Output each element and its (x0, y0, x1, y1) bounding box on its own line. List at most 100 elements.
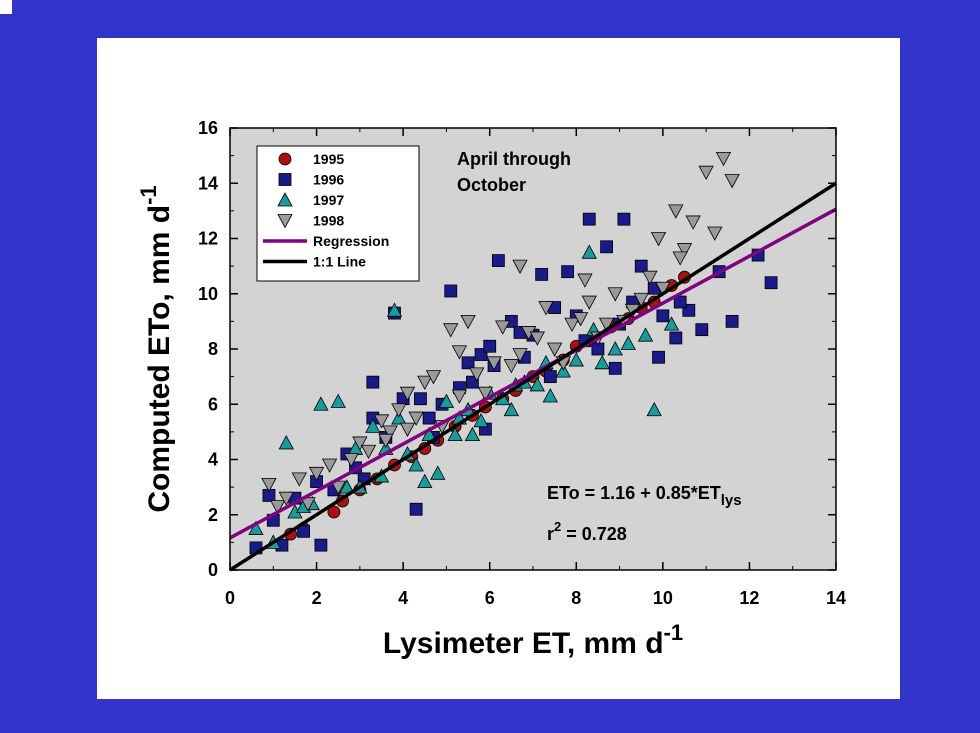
point-1998 (512, 348, 528, 363)
annotation: April through October (457, 149, 571, 195)
legend-label: Regression (313, 233, 389, 249)
legend-marker (278, 173, 292, 186)
point-1997 (330, 393, 346, 408)
point-1998 (633, 292, 649, 308)
point-1996 (314, 538, 328, 552)
point-1997 (430, 465, 446, 480)
point-1996 (656, 309, 670, 323)
point-1997 (386, 302, 403, 317)
point-1996 (695, 323, 709, 337)
annotation-line-2: October (457, 175, 526, 195)
point-1996 (422, 411, 436, 425)
y-tick-label: 10 (198, 284, 218, 304)
point-1998 (642, 270, 658, 286)
legend: 1995 1996 1997 1998 Regression 1:1 Line (256, 145, 420, 282)
axes: 0 2 4 6 8 10 12 14 0 2 4 6 8 10 12 14 16 (198, 118, 846, 608)
point-1997 (646, 401, 662, 417)
point-1996 (483, 339, 497, 353)
point-1998 (378, 433, 394, 449)
point-1998 (291, 472, 307, 487)
point-1996 (561, 265, 575, 279)
x-tick-label: 6 (485, 588, 495, 608)
point-1995 (327, 505, 341, 519)
point-1997 (278, 435, 294, 450)
point-1998 (360, 444, 377, 460)
point-1996 (617, 212, 631, 226)
point-1998 (352, 436, 368, 451)
point-1996 (652, 350, 665, 364)
point-1997 (313, 396, 329, 411)
point-1997 (620, 335, 636, 350)
point-1998 (425, 370, 442, 385)
point-1998 (399, 386, 416, 402)
regression-equation: ETo = 1.16 + 0.85*ETlys (547, 483, 742, 509)
point-1997 (339, 479, 355, 494)
point-1998 (607, 287, 623, 302)
point-1998 (707, 226, 723, 241)
point-1996 (366, 375, 380, 389)
point-1996 (600, 240, 613, 254)
point-1998 (269, 500, 286, 515)
point-1997 (503, 401, 520, 417)
point-1997 (447, 426, 463, 442)
point-1996 (409, 502, 423, 516)
point-1998 (321, 458, 338, 473)
legend-label: 1997 (313, 192, 344, 208)
point-1997 (637, 327, 654, 342)
point-1997 (464, 426, 481, 442)
fit-lines (229, 181, 837, 572)
point-1998 (278, 491, 294, 507)
point-1997 (438, 393, 455, 408)
regression-line (229, 207, 837, 540)
x-tick-label: 4 (398, 588, 408, 608)
point-1996 (414, 392, 427, 406)
point-1998 (451, 389, 468, 404)
point-1998 (672, 251, 688, 266)
point-1998 (503, 359, 520, 374)
point-1998 (451, 345, 468, 360)
point-1998 (538, 301, 554, 316)
point-1998 (512, 259, 528, 274)
legend-label: 1:1 Line (313, 254, 366, 270)
legend-marker (278, 152, 292, 166)
point-1997 (581, 244, 597, 259)
point-1996 (669, 331, 683, 345)
y-tick-label: 4 (208, 450, 218, 470)
point-1998 (382, 425, 398, 440)
point-1996 (608, 361, 622, 375)
point-1997 (594, 354, 610, 370)
point-1998 (343, 453, 359, 468)
x-tick-label: 14 (826, 588, 846, 608)
point-1998 (469, 367, 485, 382)
point-1998 (495, 320, 511, 335)
x-tick-label: 12 (739, 588, 759, 608)
y-tick-label: 8 (208, 339, 218, 359)
point-1998 (598, 317, 615, 332)
point-1996 (535, 268, 549, 281)
legend-label: 1995 (313, 151, 344, 167)
legend-label: 1998 (313, 213, 344, 229)
x-tick-label: 0 (225, 588, 235, 608)
point-1997 (365, 418, 381, 433)
point-1997 (248, 520, 264, 535)
point-1996 (461, 356, 475, 370)
point-1998 (581, 295, 597, 310)
point-1997 (421, 426, 437, 442)
point-1998 (460, 314, 476, 330)
point-1998 (655, 281, 671, 297)
legend-label: 1996 (313, 172, 344, 188)
point-1998 (443, 323, 459, 338)
x-tick-label: 10 (653, 588, 673, 608)
point-1998 (408, 411, 424, 426)
point-1998 (564, 317, 580, 332)
point-1997 (542, 388, 558, 403)
point-1996 (673, 295, 687, 309)
y-tick-label: 2 (208, 505, 218, 525)
r-squared: r2 = 0.728 (547, 519, 627, 544)
point-1998 (676, 243, 693, 258)
point-1998 (546, 342, 563, 357)
one-to-one-line (229, 181, 837, 572)
point-1998 (577, 273, 593, 288)
point-1998 (417, 375, 433, 390)
